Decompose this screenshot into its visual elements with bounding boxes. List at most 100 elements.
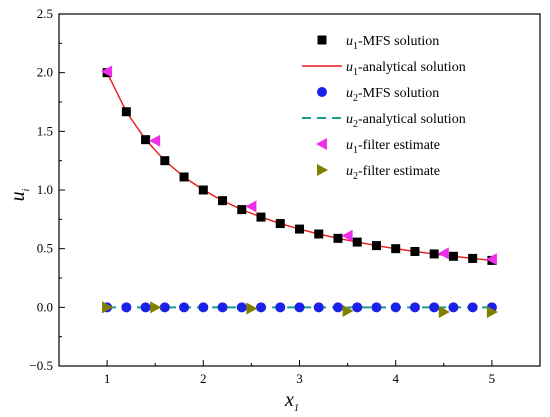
legend-label-base: u (346, 60, 353, 75)
legend-label-base: u (346, 112, 353, 127)
data-point (467, 302, 478, 313)
series-layer (101, 65, 498, 319)
legend-item: u2-MFS solution (317, 86, 439, 104)
legend-label: u2-MFS solution (346, 86, 439, 104)
legend-label-rest: -analytical solution (358, 112, 466, 127)
legend-label: u2-filter estimate (346, 164, 440, 182)
y-tick-label: 0.0 (37, 299, 53, 314)
legend-label-subscript: 2 (353, 93, 358, 104)
data-point (409, 302, 420, 313)
legend-label-subscript: 1 (353, 145, 358, 156)
data-point (438, 306, 450, 319)
y-axis-ticks: −0.5 0.0 0.5 1.0 1.5 2.0 2.5 (29, 6, 65, 373)
x-axis-title-subscript: 1 (294, 403, 299, 414)
data-point (101, 65, 113, 78)
legend-label-subscript: 1 (353, 41, 358, 52)
legend-swatch-marker (316, 138, 327, 150)
legend-label-base: u (346, 138, 353, 153)
data-point (275, 302, 286, 313)
data-point (429, 249, 439, 259)
data-point (198, 302, 209, 313)
data-point (141, 135, 151, 145)
data-point (371, 302, 382, 313)
legend-label-rest: -MFS solution (358, 34, 439, 49)
data-point (275, 219, 285, 229)
data-point (352, 237, 362, 247)
x-tick-label: 3 (296, 371, 303, 386)
data-point (121, 302, 132, 313)
data-point (245, 200, 257, 213)
data-point (333, 233, 343, 243)
legend-label-rest: -MFS solution (358, 86, 439, 101)
legend-swatch-marker (317, 87, 327, 97)
y-tick-label: 2.5 (37, 6, 53, 21)
data-point (371, 241, 381, 251)
data-point (102, 301, 114, 314)
legend-item: u2-analytical solution (302, 112, 466, 130)
series-0 (102, 68, 497, 265)
data-point (160, 156, 170, 166)
data-point (218, 196, 228, 206)
data-point (352, 302, 363, 313)
legend-item: u1-filter estimate (316, 138, 440, 156)
series-4 (101, 65, 497, 266)
legend-label-base: u (346, 164, 353, 179)
y-tick-label: 1.0 (37, 182, 53, 197)
data-point (314, 229, 324, 239)
data-point (246, 302, 258, 315)
legend-item: u1-MFS solution (317, 34, 439, 52)
x-tick-label: 2 (200, 371, 207, 386)
x-axis-title: x1 (284, 389, 299, 414)
data-point (179, 172, 189, 182)
data-point (390, 302, 401, 313)
data-point (410, 246, 420, 256)
data-point (217, 302, 228, 313)
legend-label-base: u (346, 34, 353, 49)
data-point (256, 212, 266, 222)
data-point (295, 224, 304, 234)
legend-label-subscript: 2 (353, 171, 358, 182)
legend-item: u1-analytical solution (302, 60, 466, 78)
legend-item: u2-filter estimate (317, 164, 440, 182)
data-point (429, 302, 440, 313)
data-point (342, 304, 354, 317)
legend-label-rest: -analytical solution (358, 60, 466, 75)
data-point (237, 205, 247, 215)
y-tick-label: 1.5 (37, 123, 53, 138)
data-point (486, 306, 498, 319)
data-point (149, 134, 161, 147)
x-tick-label: 4 (392, 371, 399, 386)
data-point (256, 302, 267, 313)
legend-label: u2-analytical solution (346, 112, 466, 130)
y-tick-label: −0.5 (29, 358, 53, 373)
data-point (448, 302, 459, 313)
plot-frame (58, 13, 541, 367)
y-tick-label: 2.0 (37, 65, 53, 80)
x-tick-label: 5 (489, 371, 496, 386)
data-point (485, 253, 497, 266)
data-point (121, 107, 131, 117)
legend-label-rest: -filter estimate (358, 138, 440, 153)
data-point (198, 185, 208, 195)
data-point (313, 302, 324, 313)
legend-swatch-marker (317, 35, 327, 45)
data-point (437, 247, 449, 260)
data-point (179, 302, 190, 313)
data-point (391, 244, 401, 254)
legend-swatch-marker (317, 164, 328, 176)
x-axis-ticks: 1 2 3 4 5 (58, 360, 541, 386)
data-point (332, 302, 343, 313)
x-tick-label: 1 (104, 371, 111, 386)
data-point (448, 251, 458, 261)
data-point (140, 302, 151, 313)
legend-label-base: u (346, 86, 353, 101)
data-point (341, 229, 353, 242)
y-axis-title: ui (7, 188, 32, 201)
data-point (236, 302, 247, 313)
legend-label: u1-MFS solution (346, 34, 439, 52)
y-tick-label: 0.5 (37, 241, 53, 256)
series-2 (102, 302, 497, 313)
series-5 (102, 301, 498, 319)
